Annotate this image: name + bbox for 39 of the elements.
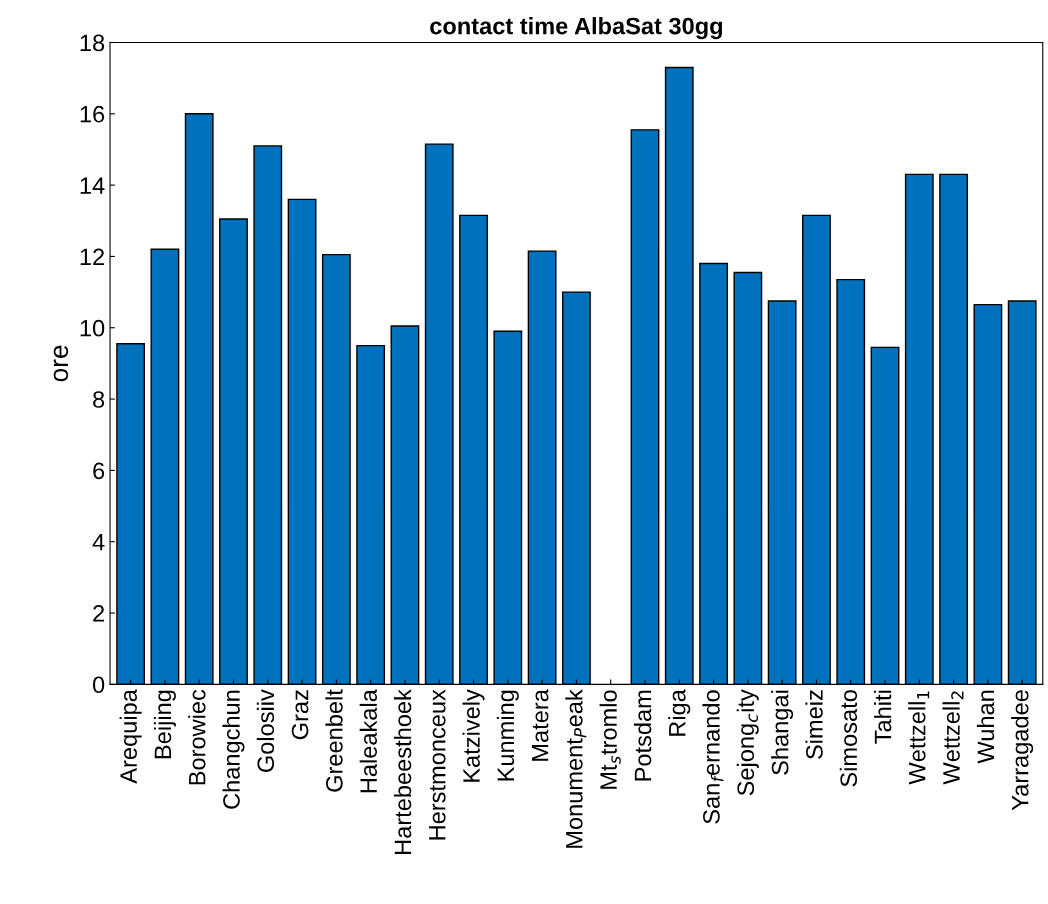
x-tick-label: Arequipa (119, 689, 142, 784)
x-tick-label: Simosato (839, 690, 858, 787)
x-tick-label: Katzively (462, 689, 485, 782)
x-tick-label: Greenbelt (325, 689, 343, 792)
x-tick-label: Changchun (222, 690, 245, 809)
y-tick-label: 4 (92, 534, 105, 551)
y-tick-label: 6 (93, 462, 105, 480)
y-tick-label: 0 (92, 676, 105, 694)
y-tick-label: 14 (80, 177, 105, 194)
x-tick-label: Matera (531, 689, 549, 761)
x-tick-label: Hartebeesthoek (393, 689, 412, 854)
x-tick-label: Sejong$_{c}$ity (736, 689, 759, 796)
x-tick-label: Golosiiv (256, 689, 275, 772)
x-tick-label: Shangai (771, 690, 794, 775)
x-tick-label: Beijing (153, 690, 176, 759)
x-tick-label: Wuhan (976, 690, 995, 764)
y-tick-label: 16 (80, 105, 105, 123)
x-tick-label: Borowiec (188, 689, 206, 785)
y-axis-title: ore (53, 345, 69, 382)
y-tick-label: 18 (80, 34, 105, 52)
x-tick-label: Simeiz (805, 690, 823, 759)
x-tick-label: Haleakala (359, 689, 377, 793)
x-tick-label: Potsdam (633, 690, 652, 781)
x-tick-label: Monument$_{P}$eak (565, 689, 587, 848)
y-tick-label: 12 (80, 248, 104, 265)
x-tick-label: Riga (668, 689, 691, 736)
x-tick-label: Mt$_{s}$tromlo (599, 690, 621, 789)
x-tick-label: Herstmonceux (429, 689, 446, 840)
chart-title: contact time AlbaSat 30gg (430, 17, 722, 40)
x-tick-label: Yarragadee (1011, 690, 1034, 811)
y-tick-label: 8 (93, 391, 105, 408)
x-tick-label: Wettzell$_{2}$ (942, 691, 964, 785)
y-tick-label: 2 (93, 605, 104, 622)
y-tick-label: 10 (80, 319, 105, 337)
x-tick-label: Graz (291, 690, 309, 740)
x-tick-label: Kunming (496, 690, 519, 781)
x-tick-label: Tahiti (874, 690, 892, 744)
x-tick-label: San$_{f}$ernando (702, 690, 724, 824)
x-tick-label: Wettzell$_{1}$ (908, 691, 930, 785)
